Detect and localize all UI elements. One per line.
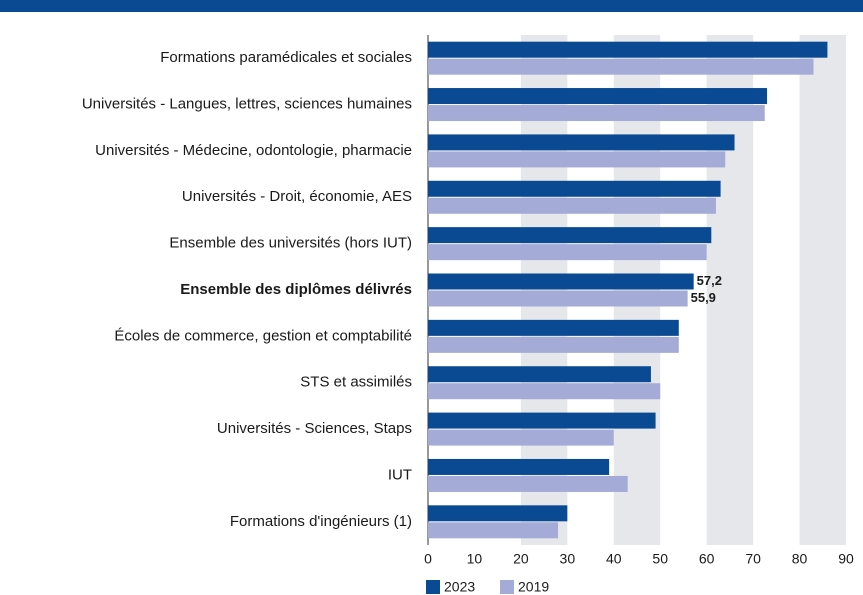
category-label: Ensemble des universités (hors IUT) (169, 235, 412, 252)
bar (428, 88, 768, 105)
category-label: Universités - Langues, lettres, sciences… (82, 96, 412, 113)
legend-swatch (426, 580, 440, 594)
bar (428, 319, 679, 336)
bar (428, 290, 688, 307)
legend-label: 2023 (444, 579, 475, 595)
category-label: Formations d'ingénieurs (1) (230, 513, 412, 530)
bar (428, 151, 726, 168)
bar (428, 197, 716, 214)
bar (428, 134, 735, 151)
bar (428, 41, 828, 58)
bar (428, 522, 559, 539)
category-label: Écoles de commerce, gestion et comptabil… (114, 327, 412, 344)
bar (428, 273, 694, 290)
category-label: Universités - Sciences, Staps (217, 420, 412, 437)
grid-band (799, 35, 846, 545)
bar (428, 475, 628, 492)
x-tick-label: 20 (513, 551, 529, 567)
x-tick-label: 80 (792, 551, 808, 567)
x-tick-label: 40 (606, 551, 622, 567)
category-label: STS et assimilés (300, 374, 412, 391)
category-label: Ensemble des diplômes délivrés (180, 281, 412, 298)
category-label: Universités - Médecine, odontologie, pha… (95, 142, 412, 159)
x-tick-label: 30 (560, 551, 576, 567)
bar (428, 412, 656, 429)
x-tick-label: 50 (652, 551, 668, 567)
bar (428, 366, 651, 383)
bar (428, 429, 614, 446)
bar (428, 458, 610, 475)
bar (428, 105, 765, 122)
legend-swatch (500, 580, 514, 594)
x-tick-label: 70 (745, 551, 761, 567)
bar (428, 180, 721, 197)
bar (428, 336, 679, 353)
category-label: IUT (388, 466, 412, 483)
x-tick-label: 10 (467, 551, 483, 567)
bar (428, 505, 568, 522)
category-label: Formations paramédicales et sociales (160, 49, 412, 66)
bar (428, 227, 712, 244)
bar (428, 58, 814, 75)
x-tick-label: 90 (838, 551, 854, 567)
x-tick-label: 0 (424, 551, 432, 567)
x-tick-label: 60 (699, 551, 715, 567)
header-stripe (0, 0, 863, 12)
bar (428, 244, 707, 261)
value-label: 55,9 (691, 290, 716, 305)
legend-label: 2019 (518, 579, 549, 595)
value-label: 57,2 (697, 273, 722, 288)
category-label: Universités - Droit, économie, AES (182, 188, 412, 205)
bar (428, 383, 661, 400)
